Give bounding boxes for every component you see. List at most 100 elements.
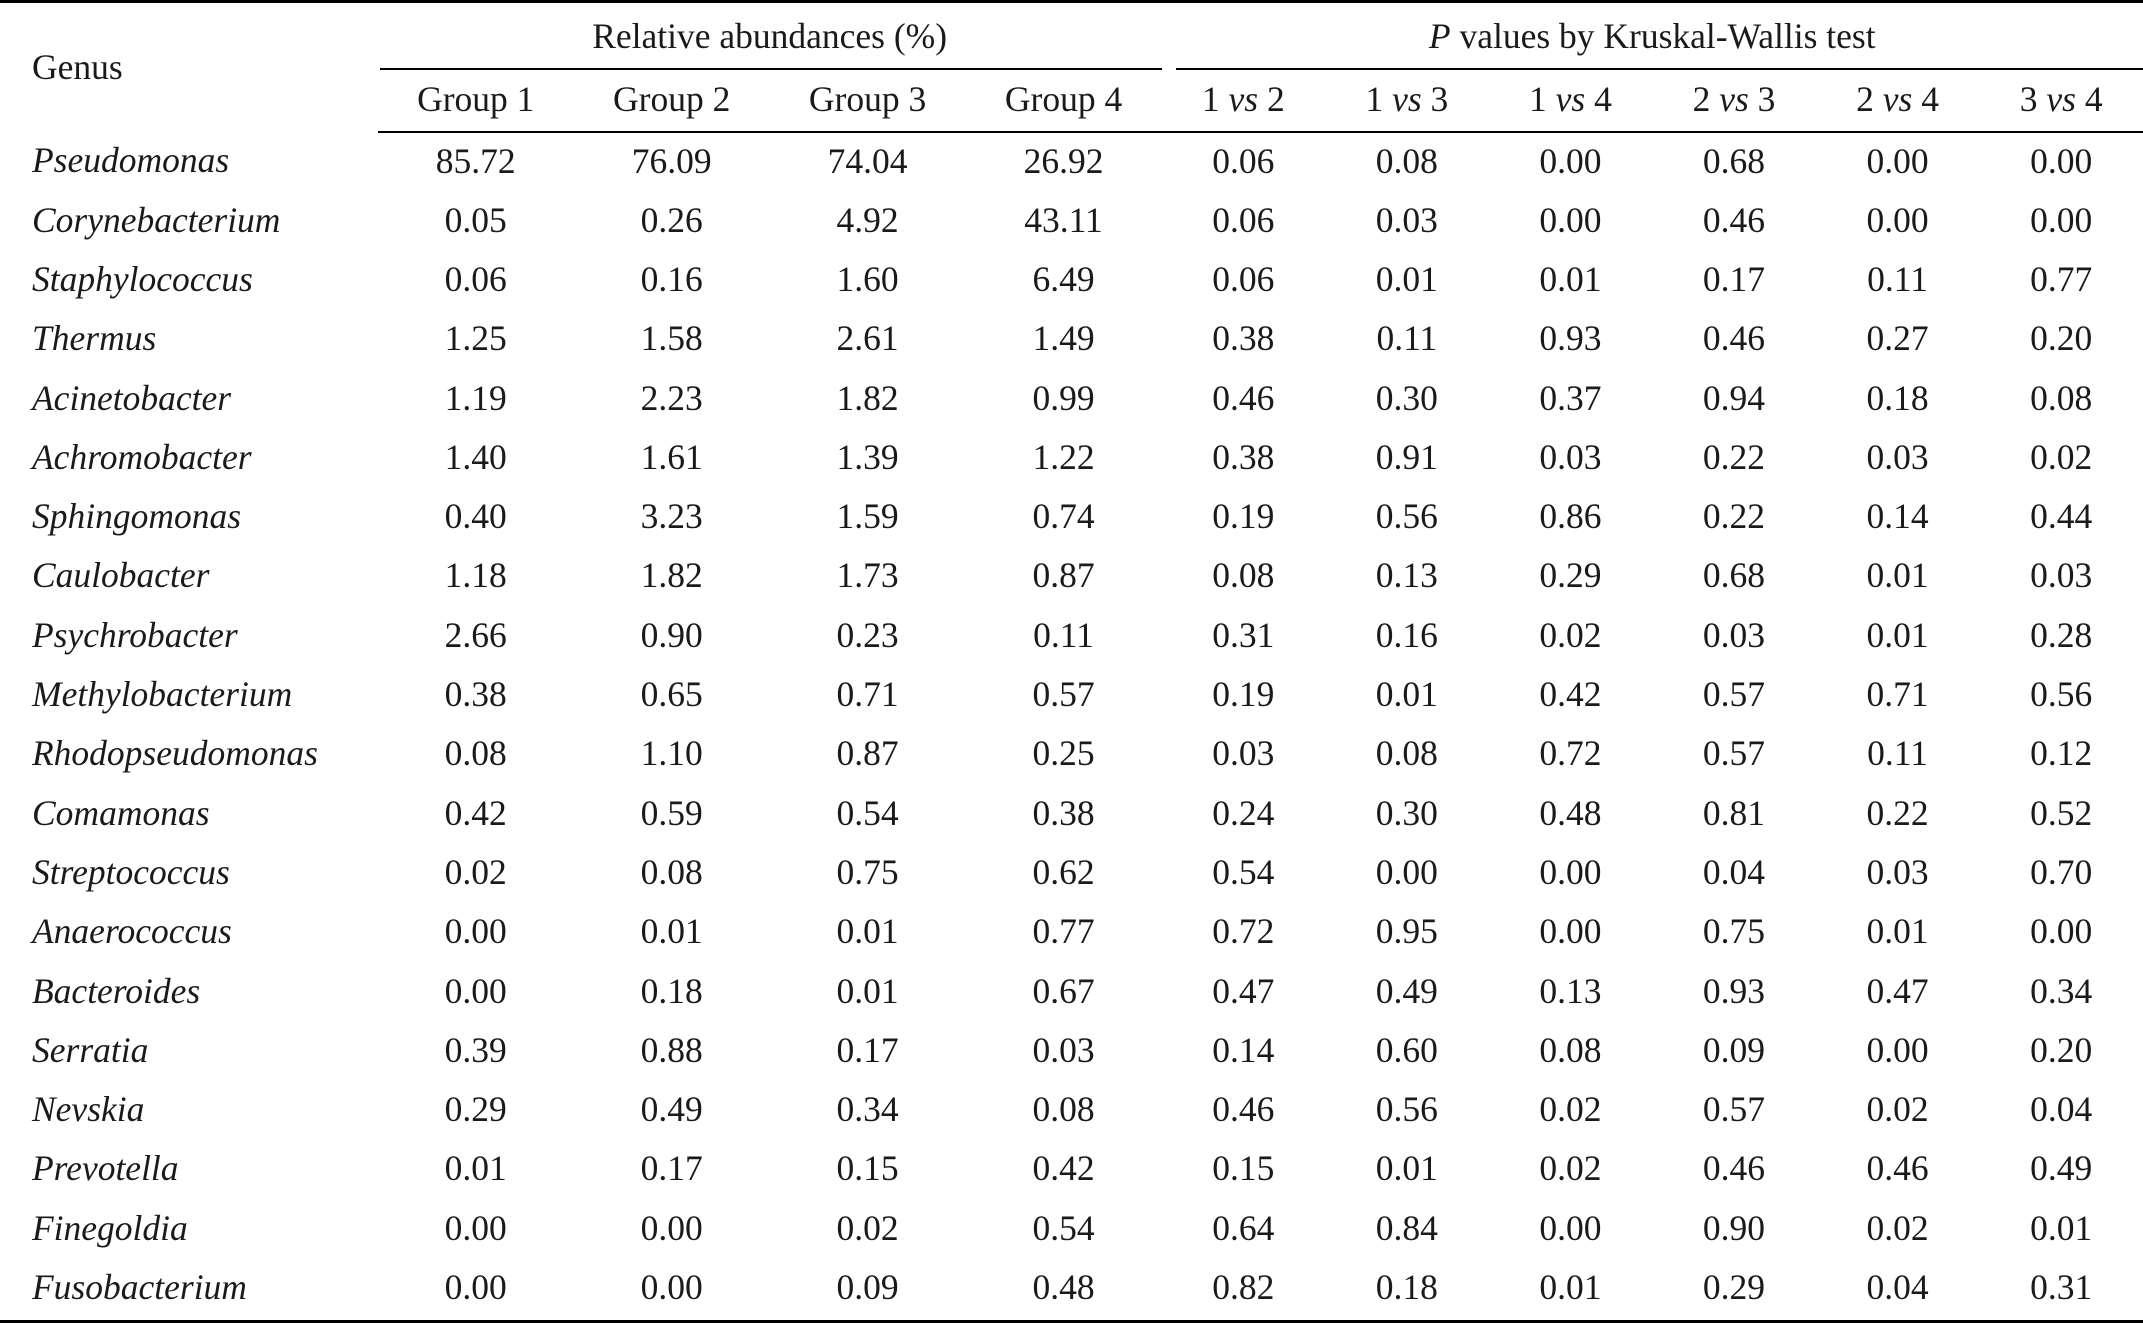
p-value-cell: 0.46 xyxy=(1866,1148,1929,1189)
p-value-cell: 0.54 xyxy=(1212,851,1275,892)
p-value-cell: 0.19 xyxy=(1212,496,1275,537)
abundance-cell: 0.08 xyxy=(640,851,703,892)
genus-cell: Prevotella xyxy=(32,1148,179,1189)
genus-cell: Nevskia xyxy=(32,1089,145,1130)
abundance-cell: 0.17 xyxy=(640,1148,703,1189)
p-value-cell: 0.03 xyxy=(1212,733,1275,774)
p-value-cell: 0.00 xyxy=(1539,1207,1602,1248)
comparison-vs: vs xyxy=(1719,79,1749,120)
table-row: Bacteroides 0.00 0.18 0.01 0.67 0.47 0.49 0.13 0… xyxy=(0,962,2143,1021)
p-value-cell: 0.57 xyxy=(1702,1089,1766,1130)
table-row: Prevotella 0.01 0.17 0.15 0.42 0.15 0.01 0.02 0.… xyxy=(0,1140,2143,1199)
abundance-cell: 1.58 xyxy=(640,318,703,359)
genus-cell: Caulobacter xyxy=(32,555,210,596)
abundance-cell: 0.29 xyxy=(444,1089,507,1130)
abundance-cell: 0.08 xyxy=(444,733,507,774)
p-value-cell: 0.01 xyxy=(1539,258,1602,299)
p-value-cell: 0.00 xyxy=(1539,199,1602,240)
p-values-header: P values by Kruskal-Wallis test xyxy=(1161,0,2143,70)
p-value-cell: 0.18 xyxy=(1375,1267,1438,1308)
abundance-cell: 0.87 xyxy=(836,733,899,774)
comparison-header-2-vs-4: 2 vs 4 xyxy=(1815,69,1980,133)
p-value-cell: 0.14 xyxy=(1212,1029,1275,1070)
comparison-right: 3 xyxy=(1430,79,1449,120)
p-value-cell: 0.00 xyxy=(1539,851,1602,892)
abundance-cell: 1.19 xyxy=(444,377,507,418)
genus-cell: Comamonas xyxy=(32,792,210,833)
p-value-cell: 0.00 xyxy=(1866,1029,1929,1070)
p-value-cell: 0.16 xyxy=(1375,614,1438,655)
comparison-left: 1 xyxy=(1529,79,1547,120)
p-value-cell: 0.06 xyxy=(1212,140,1275,181)
p-value-cell: 0.02 xyxy=(1539,1089,1602,1130)
abundance-cell: 2.61 xyxy=(836,318,899,359)
p-value-cell: 0.34 xyxy=(2030,970,2093,1011)
p-value-cell: 0.82 xyxy=(1212,1267,1275,1308)
abundance-cell: 1.61 xyxy=(640,436,703,477)
abundance-cell: 0.06 xyxy=(444,258,507,299)
genus-cell: Streptococcus xyxy=(32,851,230,892)
p-value-cell: 0.00 xyxy=(2030,199,2093,240)
p-value-cell: 0.15 xyxy=(1212,1148,1275,1189)
abundance-cell: 1.10 xyxy=(640,733,703,774)
p-value-cell: 0.47 xyxy=(1866,970,1929,1011)
genus-cell: Psychrobacter xyxy=(32,614,238,655)
abundance-underline xyxy=(379,67,1162,70)
comparison-right: 3 xyxy=(1757,79,1776,120)
comparison-header-2-vs-3: 2 vs 3 xyxy=(1652,69,1816,133)
genus-cell: Methylobacterium xyxy=(32,674,293,715)
p-value-cell: 0.38 xyxy=(1212,318,1275,359)
p-values-label: values by Kruskal-Wallis test xyxy=(1450,15,1876,56)
p-value-cell: 0.04 xyxy=(1866,1267,1929,1308)
p-value-cell: 0.29 xyxy=(1702,1267,1766,1308)
p-value-cell: 0.01 xyxy=(1375,1148,1438,1189)
p-value-cell: 0.01 xyxy=(1375,258,1438,299)
table-row: Staphylococcus 0.06 0.16 1.60 6.49 0.06 0.01 0.… xyxy=(0,250,2143,309)
table-row: Acinetobacter 1.19 2.23 1.82 0.99 0.46 0.30 0.3… xyxy=(0,369,2143,428)
p-value-cell: 0.00 xyxy=(1539,911,1602,952)
p-value-cell: 0.13 xyxy=(1539,970,1602,1011)
abundance-cell: 1.25 xyxy=(444,318,507,359)
p-value-cell: 0.06 xyxy=(1212,258,1275,299)
abundance-cell: 0.67 xyxy=(1032,970,1095,1011)
abundance-cell: 43.11 xyxy=(1024,199,1103,240)
comparison-vs: vs xyxy=(1228,79,1259,120)
comparison-right: 4 xyxy=(1921,79,1939,120)
p-value-cell: 0.30 xyxy=(1375,377,1438,418)
table-row: Nevskia 0.29 0.49 0.34 0.08 0.46 0.56 0.02 0.57 0… xyxy=(0,1080,2143,1139)
p-value-cell: 0.12 xyxy=(2030,733,2093,774)
p-value-cell: 0.93 xyxy=(1539,318,1602,359)
p-value-cell: 0.93 xyxy=(1702,970,1766,1011)
p-value-cell: 0.71 xyxy=(1866,674,1929,715)
table-row: Achromobacter 1.40 1.61 1.39 1.22 0.38 0.91 0.0… xyxy=(0,428,2143,487)
abundance-cell: 3.23 xyxy=(640,496,703,537)
p-value-cell: 0.08 xyxy=(1375,140,1438,181)
abundance-cell: 4.92 xyxy=(836,199,899,240)
abundance-cell: 0.00 xyxy=(640,1207,703,1248)
abundance-cell: 0.42 xyxy=(1032,1148,1095,1189)
p-value-cell: 0.01 xyxy=(1539,1267,1602,1308)
abundance-cell: 0.88 xyxy=(640,1029,703,1070)
comparison-vs: vs xyxy=(1555,79,1586,120)
p-value-cell: 0.46 xyxy=(1212,1089,1275,1130)
p-value-cell: 0.03 xyxy=(2030,555,2093,596)
abundance-cell: 0.18 xyxy=(640,970,703,1011)
p-value-cell: 0.04 xyxy=(1702,851,1766,892)
p-values-underline xyxy=(1175,67,2143,70)
comparison-vs: vs xyxy=(2046,79,2076,120)
group-4-header: Group 4 xyxy=(965,69,1162,133)
comparison-left: 3 xyxy=(2019,79,2038,120)
p-value-cell: 0.60 xyxy=(1375,1029,1438,1070)
p-value-cell: 0.95 xyxy=(1375,911,1438,952)
p-value-cell: 0.17 xyxy=(1702,258,1766,299)
comparison-right: 2 xyxy=(1266,79,1285,120)
abundance-cell: 6.49 xyxy=(1032,258,1095,299)
table-row: Corynebacterium 0.05 0.26 4.92 43.11 0.06 0.03… xyxy=(0,191,2143,250)
abundance-cell: 0.40 xyxy=(444,496,507,537)
abundance-cell: 0.26 xyxy=(640,199,703,240)
p-value-cell: 0.08 xyxy=(1375,733,1438,774)
p-value-cell: 0.30 xyxy=(1375,792,1438,833)
p-value-cell: 0.56 xyxy=(1375,496,1438,537)
abundance-cell: 0.54 xyxy=(836,792,899,833)
